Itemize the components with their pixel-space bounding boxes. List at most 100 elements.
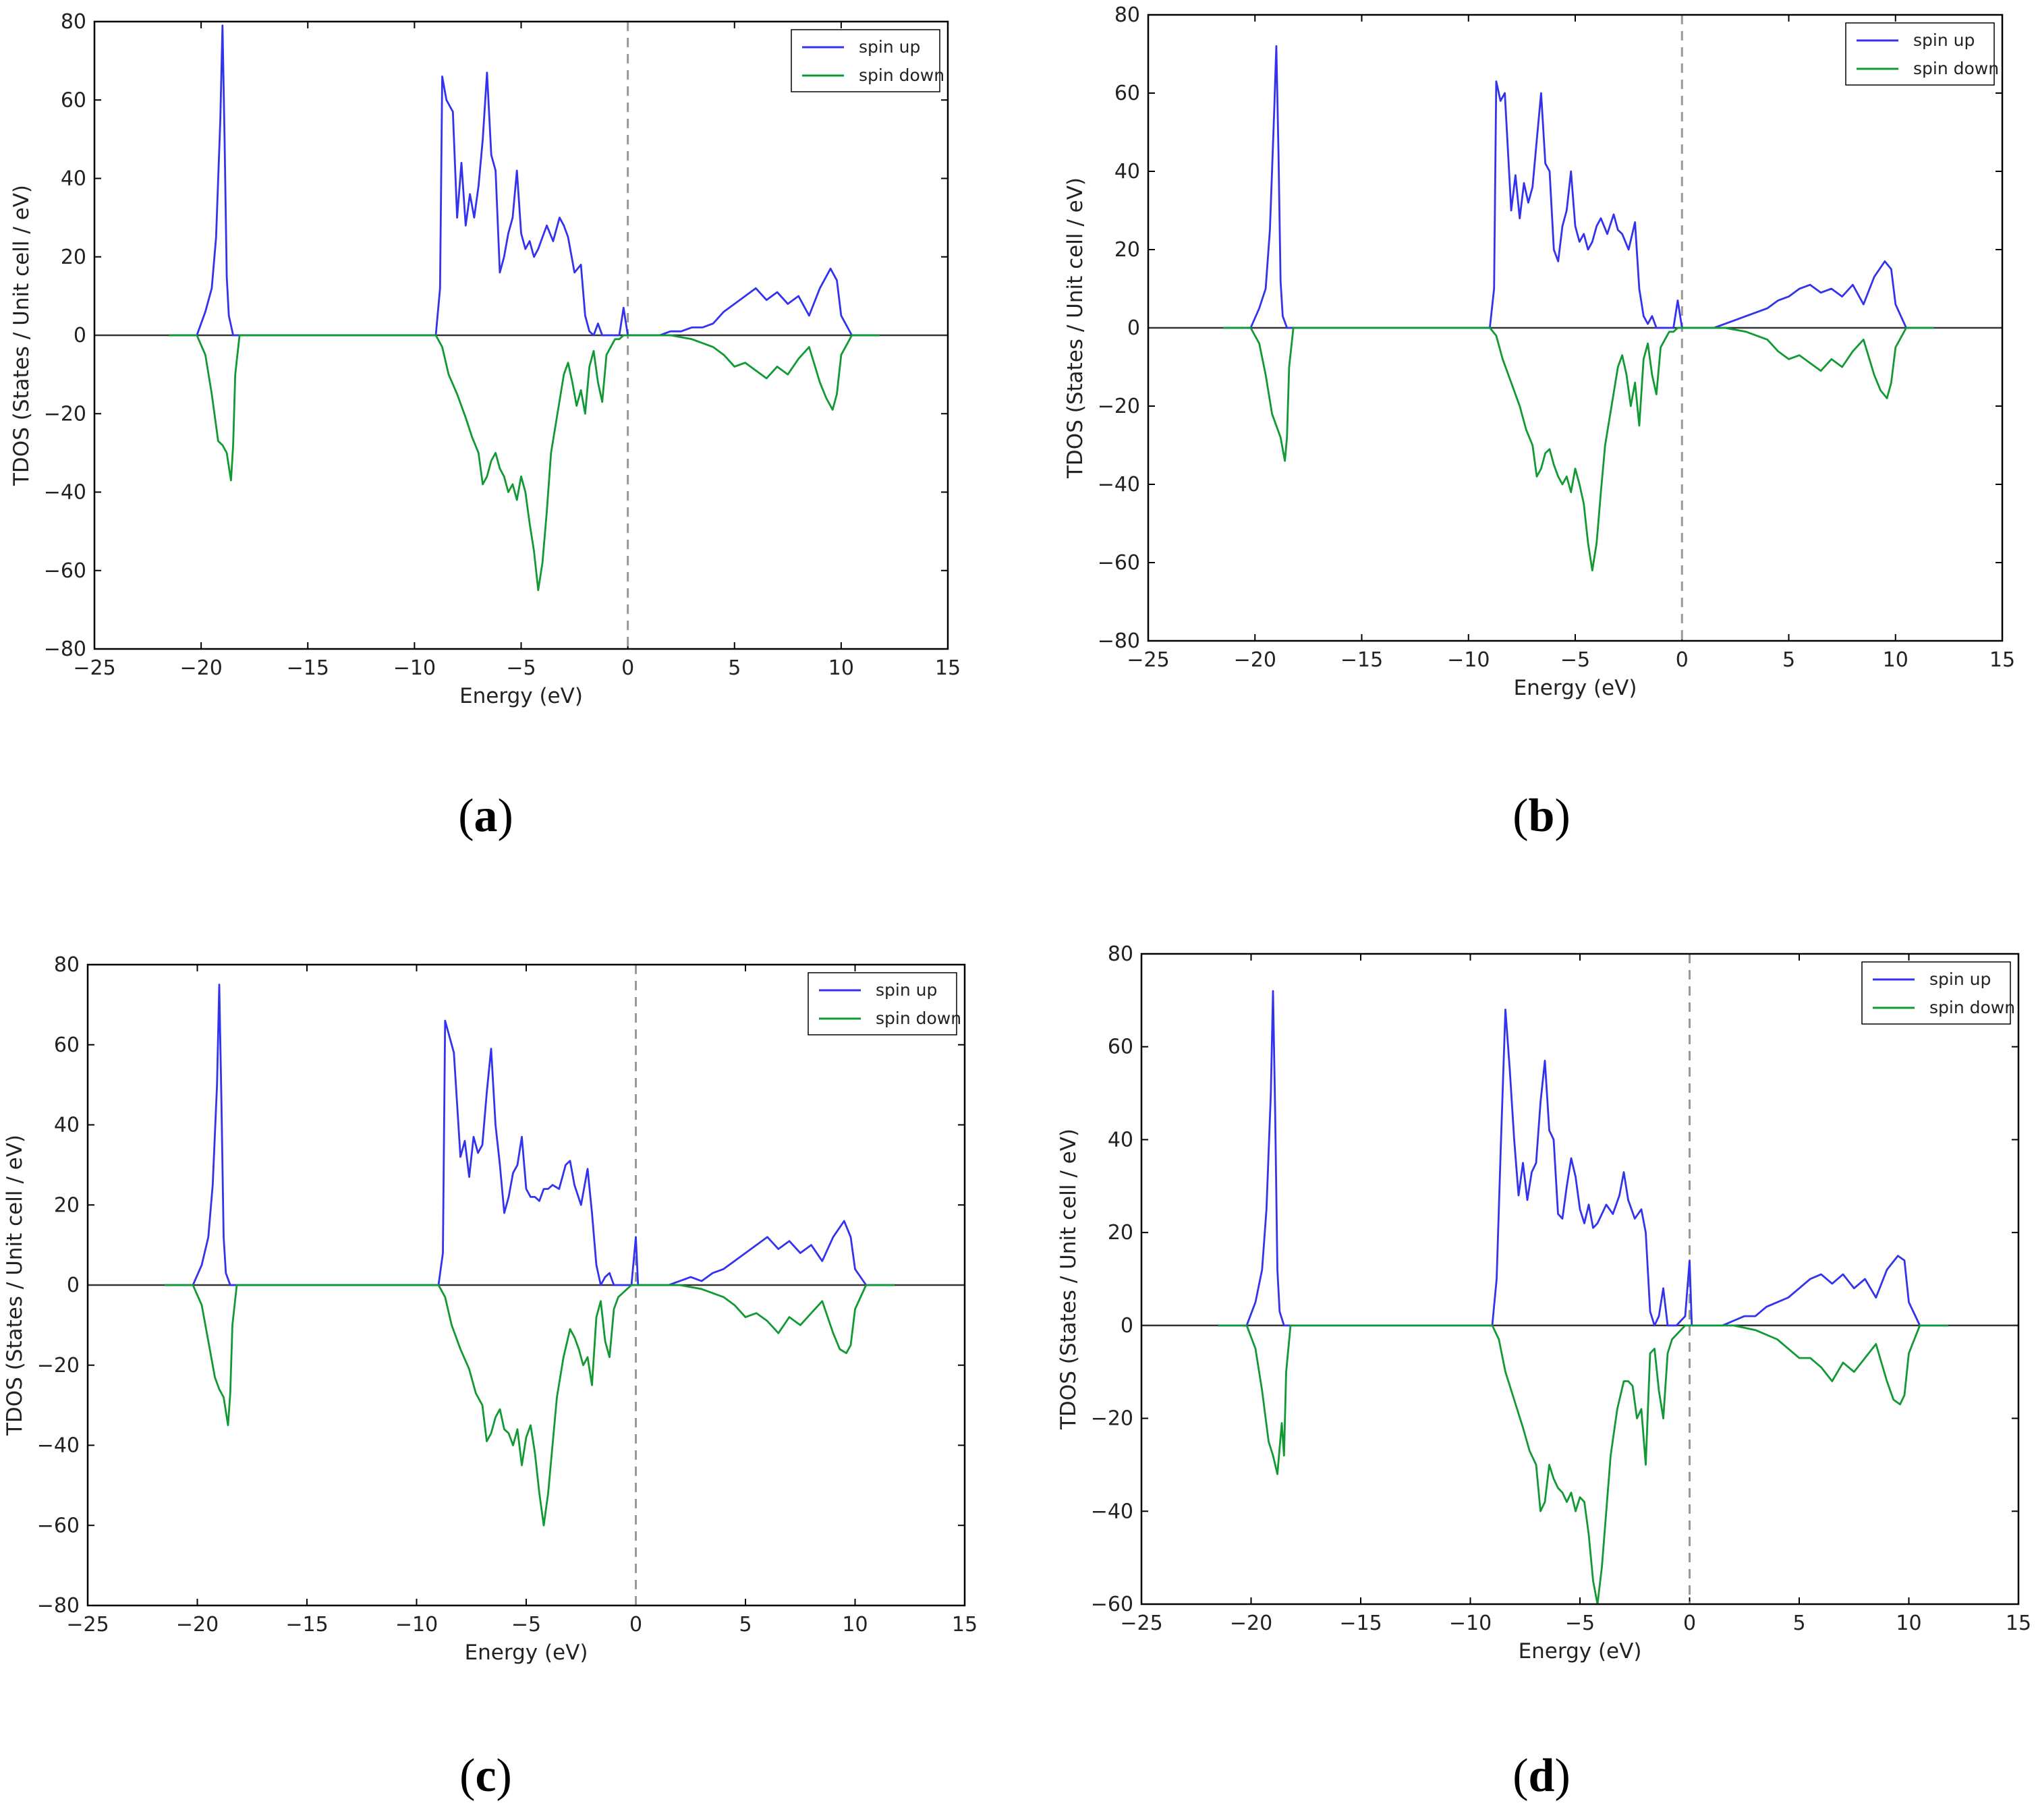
legend-box	[808, 972, 957, 1035]
x-axis-title: Energy (eV)	[1519, 1639, 1642, 1663]
y-tick-label: −80	[37, 1594, 80, 1618]
y-tick-label: −20	[37, 1354, 80, 1377]
x-tick-label: 10	[842, 1613, 868, 1637]
panel-label-open: (	[458, 790, 474, 842]
legend-box	[791, 29, 940, 92]
y-tick-label: −80	[1098, 629, 1140, 653]
y-tick-label: −60	[37, 1514, 80, 1537]
y-tick-label: 0	[1127, 316, 1140, 340]
y-tick-label: 80	[54, 953, 80, 977]
y-tick-label: 40	[1108, 1128, 1133, 1151]
y-tick-label: 40	[61, 167, 86, 191]
x-tick-label: 5	[728, 656, 741, 680]
spin-down-line	[164, 1284, 895, 1527]
panel-label-close: )	[1554, 1750, 1570, 1802]
y-tick-label: 60	[1114, 82, 1140, 105]
x-tick-label: −20	[1230, 1612, 1272, 1635]
panel-label: (b)	[1512, 790, 1571, 842]
spin-up-line	[164, 984, 895, 1286]
x-tick-label: −10	[393, 656, 436, 680]
spin-up-line	[169, 24, 880, 337]
plot-frame	[93, 20, 949, 650]
y-tick-label: −20	[44, 402, 86, 426]
y-tick-label: 0	[67, 1274, 80, 1297]
legend-label-spin-down: spin down	[1929, 998, 2015, 1017]
chart-panel-b: −25 −20 −15 −10 −5 0 5 10 15 −80 −60 −40 −20 0 20 40 60 8…	[1063, 3, 2015, 842]
y-axis-title: TDOS (States / Unit cell / eV)	[9, 185, 34, 486]
plot-frame	[1147, 13, 2004, 642]
plot-frame	[1140, 952, 2020, 1605]
x-tick-label: −10	[1449, 1612, 1492, 1635]
panel-label: (d)	[1512, 1750, 1571, 1802]
x-tick-label: 5	[1782, 648, 1795, 672]
panel-label: (a)	[458, 790, 513, 842]
x-tick-label: 0	[629, 1613, 642, 1637]
spin-down-line	[1218, 1324, 1948, 1605]
panel-label-close: )	[498, 790, 513, 842]
y-tick-label: −60	[1091, 1593, 1133, 1616]
y-tick-label: −40	[1098, 473, 1140, 496]
panel-label-letter: c	[475, 1750, 496, 1802]
panel-label: (c)	[459, 1750, 512, 1802]
x-tick-label: −25	[73, 656, 115, 680]
y-axis-title: TDOS (States / Unit cell / eV)	[1056, 1129, 1081, 1430]
panel-label-close: )	[1554, 790, 1570, 842]
y-tick-label: −20	[1098, 395, 1140, 418]
x-tick-label: 0	[621, 656, 634, 680]
y-tick-label: −40	[1091, 1500, 1133, 1523]
y-tick-label: 20	[1108, 1221, 1133, 1245]
x-tick-label: 10	[828, 656, 854, 680]
y-tick-label: 20	[61, 246, 86, 269]
y-tick-label: −60	[1098, 551, 1140, 575]
panel-label-open: (	[1512, 1750, 1528, 1802]
x-tick-label: −15	[1339, 1612, 1382, 1635]
x-axis-title: Energy (eV)	[459, 684, 583, 708]
legend-box	[1861, 961, 2011, 1025]
spin-down-line	[169, 334, 880, 592]
panel-label-letter: d	[1529, 1750, 1555, 1802]
x-tick-label: −5	[511, 1613, 541, 1637]
x-tick-label: −20	[179, 656, 222, 680]
x-tick-label: −15	[287, 656, 329, 680]
x-tick-label: −10	[395, 1613, 438, 1637]
x-tick-label: −25	[1120, 1612, 1162, 1635]
x-tick-label: 15	[1989, 648, 2015, 672]
x-tick-label: 10	[1896, 1612, 1921, 1635]
x-axis-title: Energy (eV)	[465, 1641, 588, 1665]
x-tick-label: −5	[506, 656, 536, 680]
y-tick-label: 0	[74, 324, 86, 347]
y-tick-label: 60	[54, 1033, 80, 1057]
y-tick-label: −40	[37, 1434, 80, 1458]
x-tick-label: −10	[1447, 648, 1490, 672]
y-tick-label: −40	[44, 481, 86, 505]
x-tick-label: 15	[2006, 1612, 2031, 1635]
spin-up-line	[1222, 45, 1934, 329]
y-axis-title: TDOS (States / Unit cell / eV)	[3, 1135, 27, 1436]
x-tick-label: −5	[1565, 1612, 1595, 1635]
x-tick-label: 5	[739, 1613, 752, 1637]
panel-label-open: (	[459, 1750, 475, 1802]
chart-panel-a: −25 −20 −15 −10 −5 0 5 10 15 −80 −60 −40 −20 0 20 40 60 8…	[9, 10, 961, 842]
x-tick-label: −15	[1340, 648, 1383, 672]
x-tick-label: −15	[285, 1613, 328, 1637]
legend-label-spin-down: spin down	[859, 65, 944, 85]
legend-label-spin-up: spin up	[1913, 30, 1975, 50]
x-tick-label: 5	[1792, 1612, 1805, 1635]
chart-panel-c: −25 −20 −15 −10 −5 0 5 10 15 −80 −60 −40 −20 0 20 40 60 8…	[3, 953, 978, 1802]
x-tick-label: 0	[1676, 648, 1689, 672]
x-tick-label: 15	[952, 1613, 978, 1637]
x-tick-label: −5	[1560, 648, 1590, 672]
legend-box	[1845, 22, 1995, 86]
y-tick-label: 80	[61, 10, 86, 34]
spin-up-line	[1218, 990, 1948, 1327]
chart-panel-d: −25 −20 −15 −10 −5 0 5 10 15 −60 −40 −20 0 20 40 60 80 En…	[1056, 942, 2031, 1802]
y-tick-label: 80	[1114, 3, 1140, 27]
panel-label-open: (	[1512, 790, 1528, 842]
y-tick-label: 80	[1108, 942, 1133, 966]
legend-label-spin-up: spin up	[859, 37, 920, 57]
legend-label-spin-up: spin up	[876, 980, 937, 1000]
x-tick-label: 10	[1883, 648, 1908, 672]
y-tick-label: −60	[44, 559, 86, 583]
x-axis-title: Energy (eV)	[1514, 676, 1637, 700]
